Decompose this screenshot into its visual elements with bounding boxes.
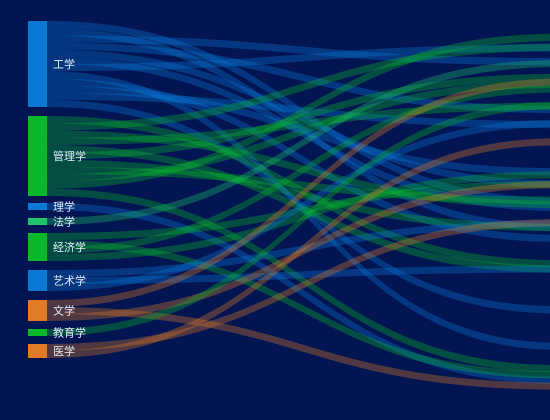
node-engineering[interactable] xyxy=(28,21,47,107)
link-engineering xyxy=(47,92,550,129)
link-management xyxy=(47,102,550,146)
link-medicine xyxy=(47,219,550,351)
node-label-literature: 文学 xyxy=(53,304,75,318)
link-engineering xyxy=(47,21,550,205)
link-engineering xyxy=(47,85,550,176)
node-law[interactable] xyxy=(28,218,47,225)
node-label-engineering: 工学 xyxy=(53,57,75,71)
link-engineering xyxy=(47,78,550,242)
link-management xyxy=(47,159,550,232)
node-economics[interactable] xyxy=(28,233,47,261)
link-management xyxy=(47,166,550,204)
link-management xyxy=(47,33,550,189)
link-engineering xyxy=(47,42,550,114)
link-management xyxy=(47,130,550,208)
node-label-arts: 艺术学 xyxy=(53,274,86,288)
link-engineering xyxy=(47,49,550,188)
link-arts xyxy=(47,265,550,284)
link-arts xyxy=(47,220,550,277)
node-medicine[interactable] xyxy=(28,344,47,358)
link-management xyxy=(47,43,550,131)
node-label-education: 教育学 xyxy=(53,326,86,340)
link-arts xyxy=(47,119,550,291)
link-management xyxy=(47,188,550,373)
node-education[interactable] xyxy=(28,329,47,336)
links-layer xyxy=(47,21,550,390)
link-science xyxy=(47,203,550,384)
link-literature xyxy=(47,307,550,390)
node-label-management: 管理学 xyxy=(53,149,86,163)
node-label-medicine: 医学 xyxy=(53,344,75,358)
link-engineering xyxy=(47,44,550,72)
node-arts[interactable] xyxy=(28,270,47,291)
link-engineering xyxy=(47,35,550,66)
link-management xyxy=(47,80,550,182)
link-literature xyxy=(47,181,550,321)
link-economics xyxy=(47,171,550,261)
node-management[interactable] xyxy=(28,116,47,196)
link-law xyxy=(47,60,550,225)
node-label-law: 法学 xyxy=(53,215,75,229)
node-science[interactable] xyxy=(28,203,47,210)
link-economics xyxy=(47,240,550,379)
node-label-science: 理学 xyxy=(53,200,75,214)
link-management xyxy=(47,74,550,160)
link-engineering xyxy=(47,56,550,211)
node-literature[interactable] xyxy=(28,300,47,321)
link-economics xyxy=(47,180,550,240)
node-label-economics: 经济学 xyxy=(53,240,86,254)
link-management xyxy=(47,116,550,268)
link-economics xyxy=(47,85,550,254)
link-management xyxy=(47,145,550,273)
